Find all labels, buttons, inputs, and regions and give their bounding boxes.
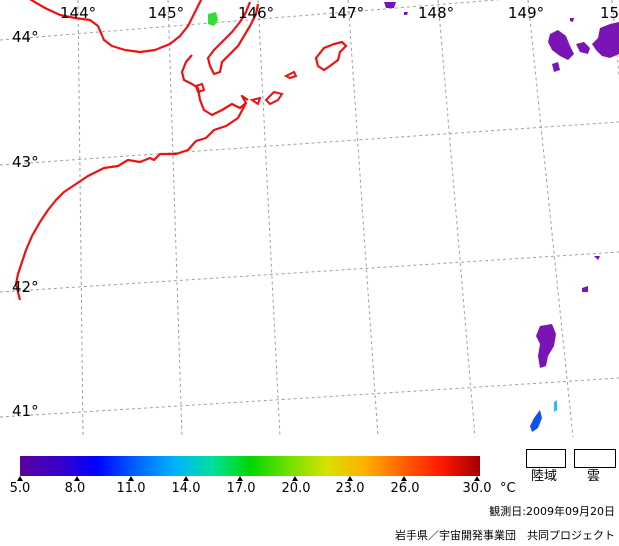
cloud-legend-swatch bbox=[574, 449, 616, 468]
hokkaido-coastline bbox=[14, 0, 249, 301]
cloud-legend-label: 雲 bbox=[587, 469, 601, 484]
shiretoko-peninsula bbox=[206, 1, 260, 76]
color-bar-tick-marks bbox=[17, 476, 480, 481]
longitude-label-144: 144° bbox=[60, 4, 97, 22]
longitude-label-148: 148° bbox=[418, 4, 455, 22]
colorbar-tick-5: 5.0 bbox=[9, 481, 31, 496]
colorbar-tick-20: 20.0 bbox=[281, 481, 311, 496]
small-island-2 bbox=[264, 90, 284, 106]
green-patch bbox=[208, 12, 218, 26]
cyan-patch bbox=[554, 400, 557, 412]
longitude-label-149: 149° bbox=[508, 4, 545, 22]
longitude-label-150: 15 bbox=[600, 4, 619, 22]
colorbar-tick-8: 8.0 bbox=[64, 481, 86, 496]
latitude-grid-lines bbox=[0, 0, 619, 418]
small-island-1 bbox=[283, 70, 298, 80]
longitude-label-145: 145° bbox=[148, 4, 185, 22]
colorbar-tick-26: 26.0 bbox=[390, 481, 420, 496]
colorbar-tick-14: 14.0 bbox=[171, 481, 201, 496]
colorbar-unit: °C bbox=[500, 481, 516, 496]
sea-surface-temperature-map bbox=[0, 0, 619, 437]
longitude-label-146: 146° bbox=[238, 4, 275, 22]
observation-date: 観測日:2009年09月20日 bbox=[489, 505, 615, 518]
small-island-4 bbox=[194, 82, 206, 94]
colorbar-tick-23: 23.0 bbox=[335, 481, 365, 496]
longitude-grid-lines bbox=[77, 0, 619, 437]
colorbar-tick-30: 30.0 bbox=[462, 481, 492, 496]
colorbar-tick-17: 17.0 bbox=[226, 481, 256, 496]
land-legend-swatch bbox=[526, 449, 566, 468]
credit-line: 岩手県／宇宙開発事業団 共同プロジェクト bbox=[395, 529, 615, 542]
kunashiri-island bbox=[314, 40, 348, 72]
latitude-label-41: 41° bbox=[12, 402, 39, 420]
small-island-3 bbox=[249, 96, 262, 106]
blue-patch bbox=[530, 410, 542, 432]
colorbar-tick-11: 11.0 bbox=[116, 481, 146, 496]
longitude-label-147: 147° bbox=[328, 4, 365, 22]
latitude-label-44: 44° bbox=[12, 28, 39, 46]
cloud-patches bbox=[384, 2, 619, 368]
land-legend-label: 陸域 bbox=[531, 469, 558, 484]
temperature-color-bar bbox=[20, 456, 480, 476]
latitude-label-43: 43° bbox=[12, 153, 39, 171]
latitude-label-42: 42° bbox=[12, 278, 39, 296]
